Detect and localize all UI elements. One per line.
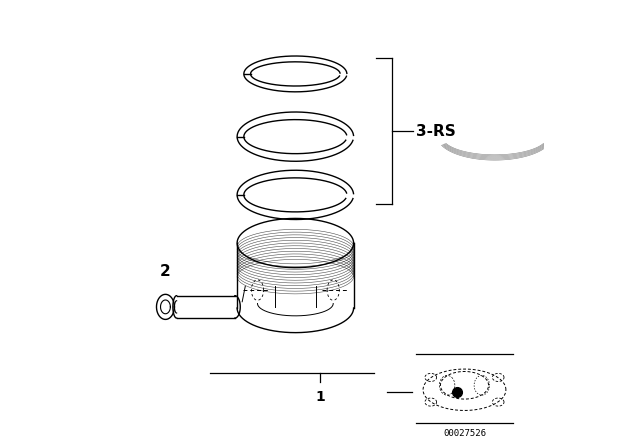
Text: 00027526: 00027526 xyxy=(443,429,486,438)
Text: 2: 2 xyxy=(160,263,171,279)
Text: 1: 1 xyxy=(315,390,325,404)
Text: 3-RS: 3-RS xyxy=(417,124,456,138)
